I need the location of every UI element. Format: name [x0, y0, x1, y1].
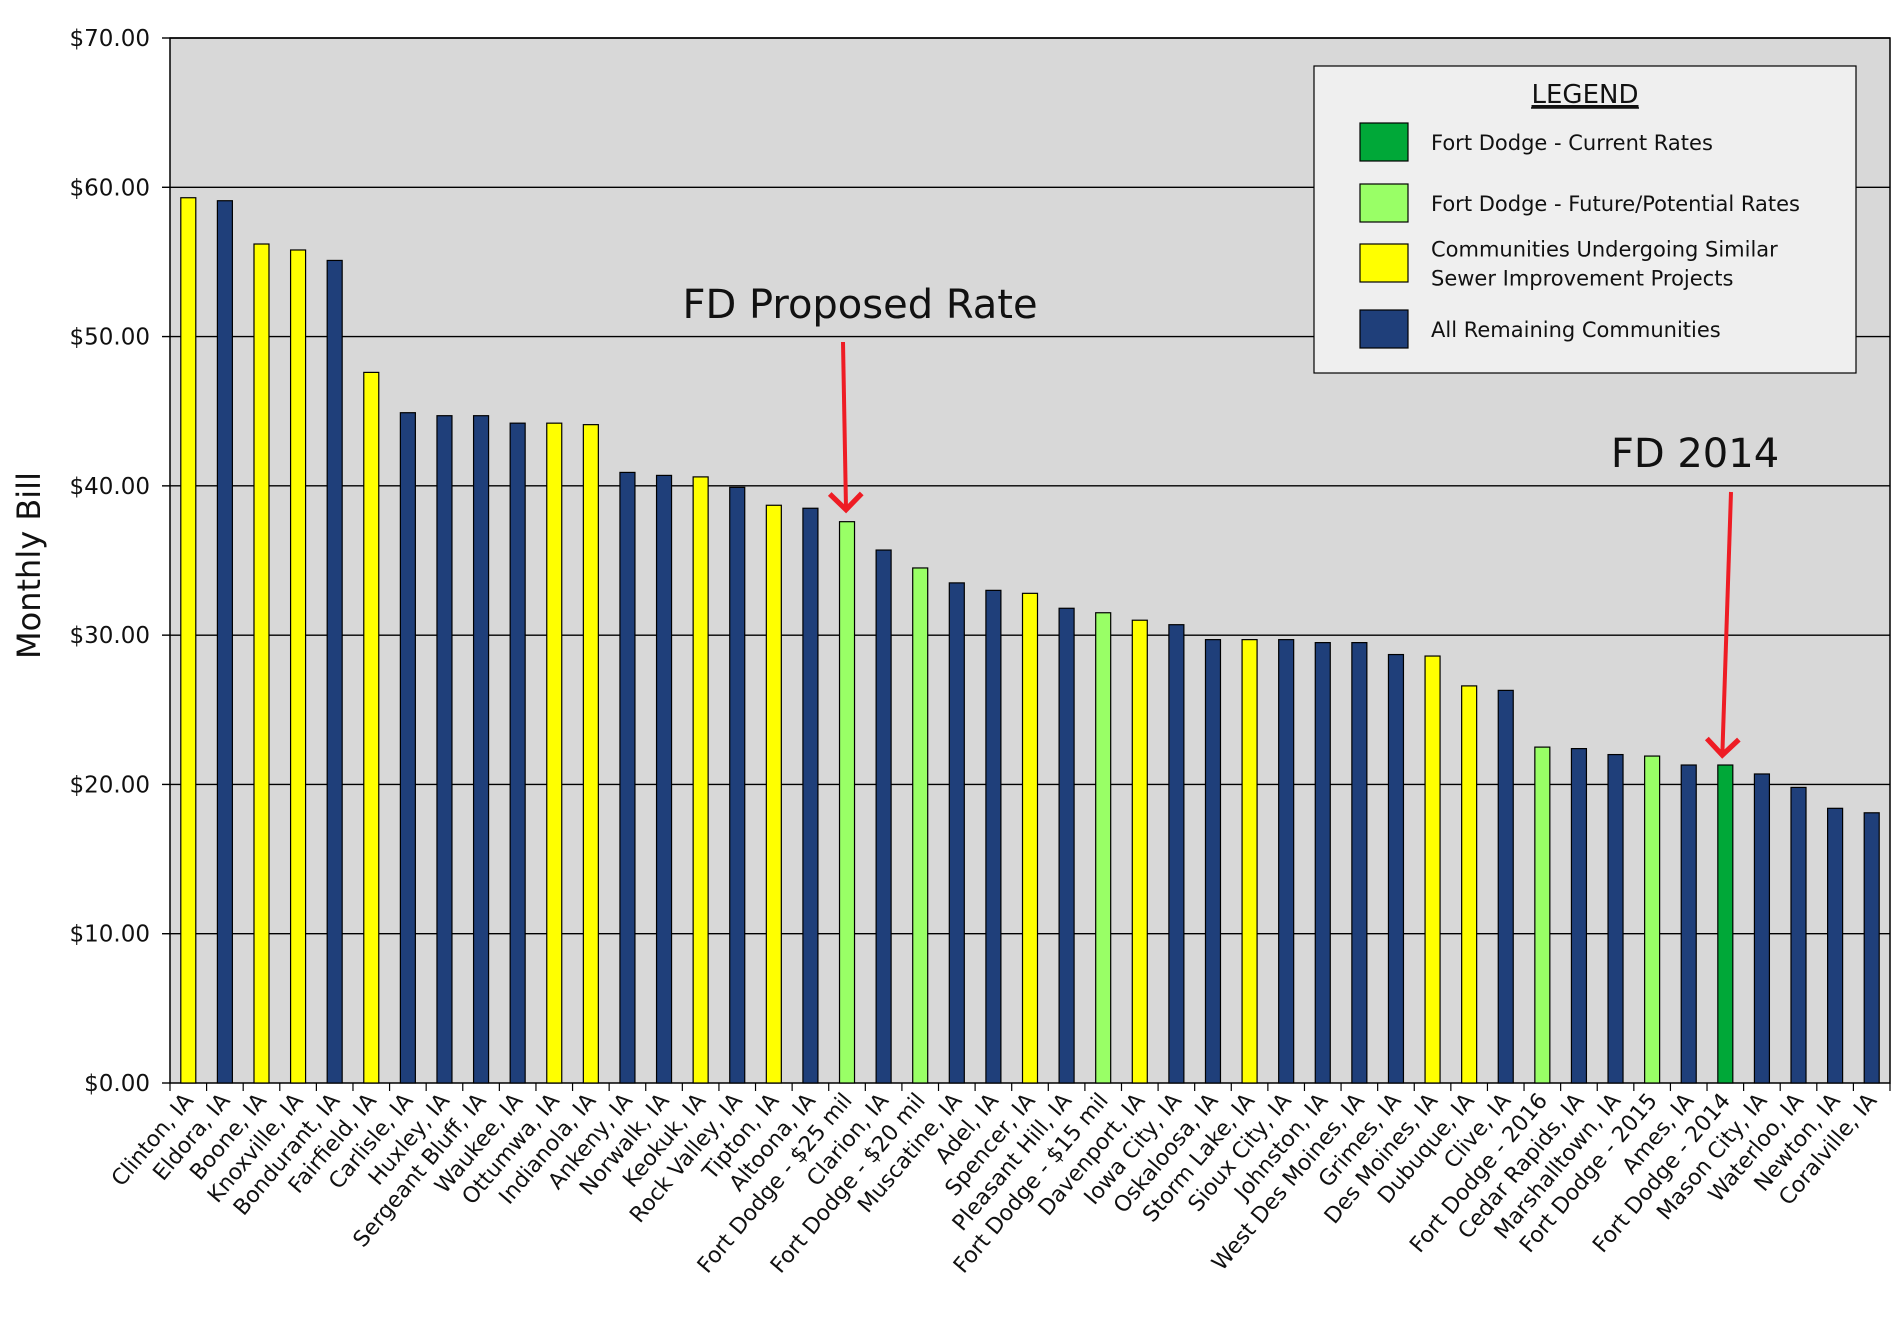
annotation-fd-2014: FD 2014: [1611, 431, 1779, 477]
bar-waukee-ia: [509, 422, 526, 1084]
bar-pleasant-hill-ia: [1058, 607, 1075, 1084]
bar-huxley-ia: [436, 415, 453, 1084]
annotation-arrow: [827, 341, 864, 514]
bar-bondurant-ia: [326, 259, 343, 1084]
bar-grimes-ia: [1387, 653, 1405, 1084]
bar-davenport-ia: [1131, 619, 1148, 1084]
bar-fort-dodge-20-mil: [912, 567, 929, 1084]
legend-label-similar: Communities Undergoing Similar: [1431, 238, 1778, 262]
bar-mason-city-ia: [1753, 773, 1771, 1084]
bar-des-moines-ia: [1424, 655, 1441, 1084]
bar-johnston-ia: [1314, 642, 1331, 1084]
bar-coralville-ia: [1863, 812, 1880, 1084]
y-tick-label: $70.00: [70, 26, 150, 52]
bar-waterloo-ia: [1790, 786, 1807, 1084]
legend-label-current: Fort Dodge - Current Rates: [1431, 131, 1713, 155]
bar-clinton-ia: [180, 197, 197, 1084]
bar-ankeny-ia: [619, 471, 636, 1084]
legend-label-similar: Sewer Improvement Projects: [1431, 267, 1733, 291]
bar-storm-lake-ia: [1241, 639, 1258, 1084]
bar-sergeant-bluff-ia: [472, 415, 490, 1084]
bar-fort-dodge-2016: [1534, 746, 1551, 1084]
bar-tipton-ia: [765, 504, 782, 1084]
y-tick-label: $0.00: [84, 1071, 150, 1097]
bar-eldora-ia: [216, 200, 233, 1084]
legend-swatch-current: [1359, 122, 1409, 162]
bar-iowa-city-ia: [1168, 624, 1185, 1084]
bar-fort-dodge-2015: [1644, 755, 1661, 1084]
legend-swatch-similar: [1359, 243, 1409, 283]
bar-oskaloosa-ia: [1204, 639, 1222, 1084]
legend-label-remaining: All Remaining Communities: [1431, 318, 1721, 342]
bar-west-des-moines-ia: [1351, 642, 1368, 1084]
legend-title: LEGEND: [1532, 80, 1639, 110]
bar-fairfield-ia: [363, 371, 380, 1084]
legend: LEGEND Fort Dodge - Current Rates Fort Dod…: [1313, 65, 1857, 374]
bar-altoona-ia: [802, 507, 819, 1084]
annotations: FD Proposed Rate FD 2014: [682, 282, 1779, 759]
bar-fort-dodge-15-mil: [1095, 612, 1112, 1084]
y-axis-title: Monthly Bill: [10, 472, 48, 659]
bar-rock-valley-ia: [729, 486, 746, 1084]
bar-knoxville-ia: [289, 249, 307, 1084]
bar-clive-ia: [1497, 689, 1514, 1084]
bar-keokuk-ia: [692, 476, 709, 1084]
bar-sioux-city-ia: [1278, 639, 1295, 1084]
bar-norwalk-ia: [655, 474, 673, 1084]
x-axis-ticks: [169, 1083, 1891, 1091]
bar-newton-ia: [1827, 807, 1844, 1084]
y-tick-label: $60.00: [70, 175, 150, 201]
legend-swatch-remaining: [1359, 309, 1409, 349]
bar-cedar-rapids-ia: [1570, 747, 1588, 1084]
annotation-fd-proposed-rate: FD Proposed Rate: [682, 282, 1037, 328]
y-axis-ticks: $0.00 $10.00 $20.00 $30.00 $40.00 $50.00 $60.0…: [70, 26, 170, 1097]
bar-fort-dodge-25-mil: [838, 521, 856, 1084]
y-tick-label: $20.00: [70, 772, 150, 798]
bar-marshalltown-ia: [1607, 753, 1624, 1084]
bar-clarion-ia: [875, 549, 892, 1084]
bar-ottumwa-ia: [546, 422, 563, 1084]
bar-carlisle-ia: [399, 412, 416, 1084]
y-tick-label: $50.00: [70, 325, 150, 351]
bar-adel-ia: [985, 589, 1002, 1084]
y-tick-label: $30.00: [70, 623, 150, 649]
annotation-arrow: [1704, 491, 1741, 759]
y-tick-label: $10.00: [70, 922, 150, 948]
bar-fort-dodge-2014: [1717, 764, 1734, 1084]
y-tick-label: $40.00: [70, 474, 150, 500]
bar-dubuque-ia: [1461, 685, 1478, 1084]
bar-indianola-ia: [582, 424, 599, 1084]
bar-muscatine-ia: [948, 582, 965, 1084]
bar-spencer-ia: [1021, 592, 1039, 1084]
legend-label-future: Fort Dodge - Future/Potential Rates: [1431, 192, 1800, 216]
legend-swatch-future: [1359, 183, 1409, 223]
bar-boone-ia: [253, 243, 270, 1084]
bars: [180, 197, 1880, 1084]
bar-ames-ia: [1680, 764, 1697, 1084]
